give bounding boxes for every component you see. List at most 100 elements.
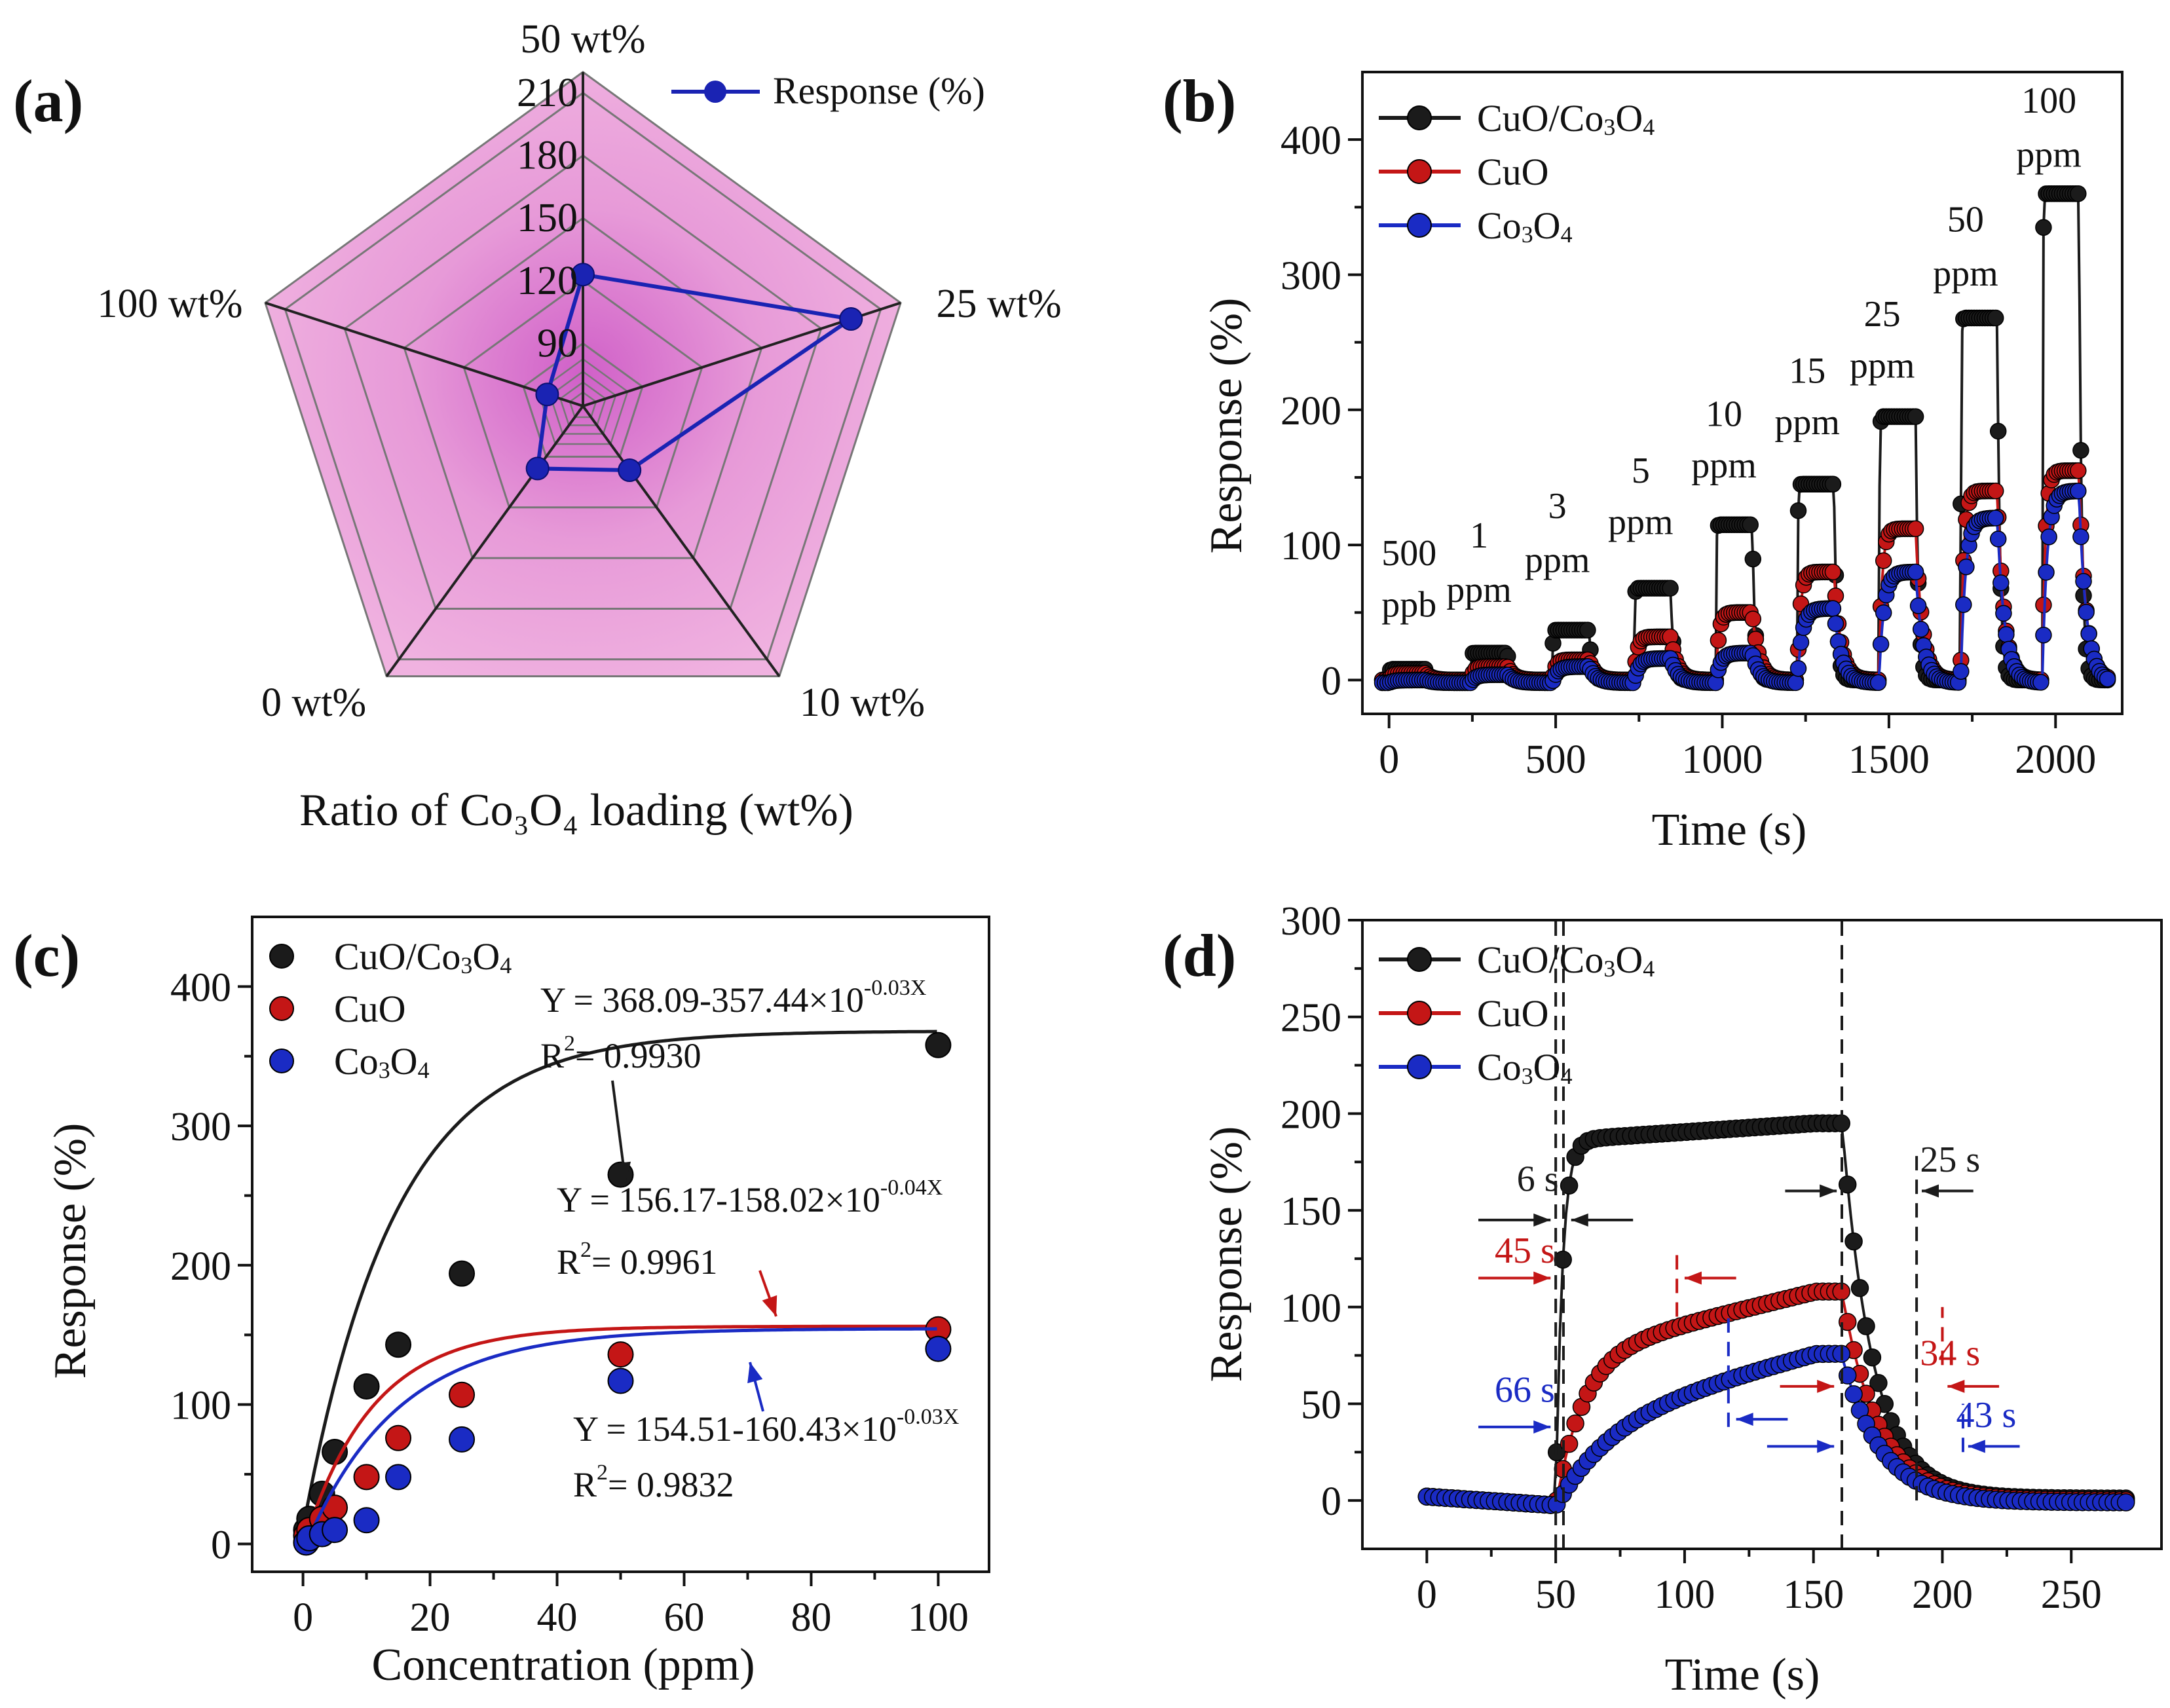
- panel-c-concentration-chart: (c) 0 20 40 60 80 100 0 100 200 300 400 Concentrat…: [13, 916, 990, 1690]
- d-point-co-o: [1844, 1385, 1863, 1403]
- text-run: Co: [334, 1040, 379, 1083]
- c-fit-curve-cuo-co-o: [303, 1030, 937, 1519]
- text-run: CuO: [1477, 151, 1549, 193]
- b-point-cuo-co-o: [2070, 185, 2087, 202]
- equation-main: Y = 156.17-158.02×10: [557, 1180, 880, 1219]
- c-point-co-o: [925, 1335, 952, 1362]
- radar-ring-inner: [569, 391, 597, 418]
- b-point-co-o: [1987, 510, 2004, 527]
- radar-series-line: [535, 272, 857, 473]
- panel-b-label: (b): [1163, 67, 1236, 134]
- x-tick-label: 0: [293, 1595, 313, 1640]
- d-arrow-head: [1533, 1271, 1551, 1285]
- x-tick-label: 250: [2041, 1572, 2102, 1617]
- b-point-cuo-co-o: [1662, 580, 1679, 597]
- text-run: O: [1615, 938, 1643, 981]
- legend-marker-cuo: [1407, 159, 1432, 184]
- c-point-co-o: [449, 1426, 476, 1453]
- text-run: O: [390, 1040, 418, 1083]
- d-annotation-34-s: 34 s: [1920, 1333, 1980, 1373]
- b-point-co-o: [2099, 670, 2116, 688]
- text-run: CuO/Co: [334, 935, 460, 978]
- b-point-co-o: [1989, 530, 2007, 548]
- legend-marker-cuo: [269, 996, 294, 1021]
- radar-point-10-wt: [618, 458, 642, 482]
- b-point-co-o: [1958, 558, 1975, 576]
- d-arrow-head: [1571, 1213, 1588, 1227]
- b-point-cuo: [1747, 631, 1765, 648]
- y-tick-label: 0: [1321, 659, 1341, 703]
- y-tick-label: 0: [1321, 1479, 1341, 1524]
- y-tick-label: 300: [1281, 899, 1341, 944]
- radar-ring: [284, 92, 882, 661]
- c-point-co-o: [322, 1517, 348, 1544]
- b-point-co-o: [2078, 604, 2095, 621]
- radar-grid: [264, 71, 902, 678]
- b-point-co-o: [2070, 482, 2087, 500]
- d-annotation-25-s: 25 s: [1920, 1140, 1980, 1180]
- b-conc-value: 15: [1789, 351, 1825, 392]
- b-point-co-o: [1992, 574, 2010, 591]
- b-x-axis-title: Time (s): [1652, 805, 1807, 855]
- radar-ring: [522, 342, 644, 458]
- c-fit-curve-cuo: [303, 1324, 937, 1541]
- b-y-axis-title: Response (%): [1201, 298, 1252, 554]
- b-point-co-o: [1875, 604, 1892, 622]
- panel-d-label: (d): [1163, 922, 1236, 989]
- text-run: O: [1615, 97, 1643, 139]
- text-run: CuO: [334, 988, 406, 1030]
- b-point-co-o: [1827, 615, 1844, 632]
- y-tick-label: 200: [1281, 1092, 1341, 1137]
- b-point-co-o: [1789, 659, 1807, 677]
- plot-frame: [1361, 71, 2123, 715]
- radar-ring-label: 210: [517, 71, 578, 115]
- b-point-cuo: [1710, 631, 1727, 649]
- legend-label-cuo: CuO: [334, 988, 406, 1030]
- text-run: CuO: [1477, 992, 1549, 1035]
- radar-legend-marker: [704, 81, 726, 103]
- x-tick-label: 100: [908, 1595, 969, 1640]
- b-conc-unit: ppm: [1774, 402, 1840, 443]
- legend-marker-cuo-co-o: [1407, 105, 1432, 130]
- c-arrow-head: [762, 1295, 777, 1316]
- b-conc-value: 50: [1947, 199, 1984, 240]
- c-r2-cuo-co-o: R2= 0.9930: [540, 1031, 702, 1075]
- x-tick-label: 50: [1535, 1572, 1576, 1617]
- text-run: CuO/Co: [1477, 938, 1603, 981]
- b-conc-unit: ppm: [1933, 253, 1998, 294]
- subscript: 3: [1522, 221, 1533, 248]
- b-point-cuo: [2070, 462, 2087, 479]
- c-point-cuo: [449, 1381, 476, 1408]
- panel-c-label: (c): [13, 922, 80, 989]
- d-arrow-head: [1817, 1379, 1835, 1393]
- b-conc-unit: ppm: [1608, 502, 1674, 543]
- text-run: Co: [1477, 204, 1522, 247]
- y-tick-label: 250: [1281, 996, 1341, 1041]
- panel-a-label: (a): [13, 67, 83, 134]
- x-tick-label: 0: [1379, 737, 1399, 782]
- plot-frame: [1361, 919, 2163, 1550]
- d-x-axis-title: Time (s): [1665, 1650, 1820, 1700]
- c-axes: 0 20 40 60 80 100 0 100 200 300 400: [170, 916, 990, 1640]
- b-conc-unit: ppm: [1525, 540, 1590, 580]
- y-tick-label: 200: [1281, 389, 1341, 434]
- x-tick-label: 500: [1525, 737, 1586, 782]
- b-point-co-o: [2072, 528, 2089, 546]
- d-annotations: 6 s 25 s 45 s 34 s 66 s 43 s: [1495, 1140, 2016, 1436]
- subscript: 4: [1561, 221, 1573, 248]
- c-point-co-o: [385, 1464, 412, 1491]
- equation-main: Y = 154.51-160.43×10: [573, 1409, 897, 1449]
- b-conc-unit: ppb: [1381, 584, 1436, 625]
- legend-marker-cuo: [1407, 1001, 1432, 1026]
- text-run: O: [1533, 204, 1561, 247]
- panel-d-response-recovery-chart: (d) 0 50 100 150 200 250 0 50 100 150 200 250 300 Ti…: [1163, 899, 2163, 1700]
- panel-b-time-response-chart: (b) 500 ppb 1 ppm 3 ppm 5 ppm 10 ppm 15 ppm 25 ppm 50 p…: [1163, 67, 2123, 855]
- d-arrow-head: [1922, 1184, 1939, 1198]
- x-tick-label: 1500: [1848, 737, 1930, 782]
- panel-a-radar-chart: (a) 90 120 150 180 210 50 wt% 25 wt% 10 wt% 0 wt…: [13, 17, 1062, 836]
- radar-legend-label: Response (%): [773, 69, 985, 112]
- x-tick-label: 100: [1654, 1572, 1715, 1617]
- c-plot-area: [293, 1030, 952, 1556]
